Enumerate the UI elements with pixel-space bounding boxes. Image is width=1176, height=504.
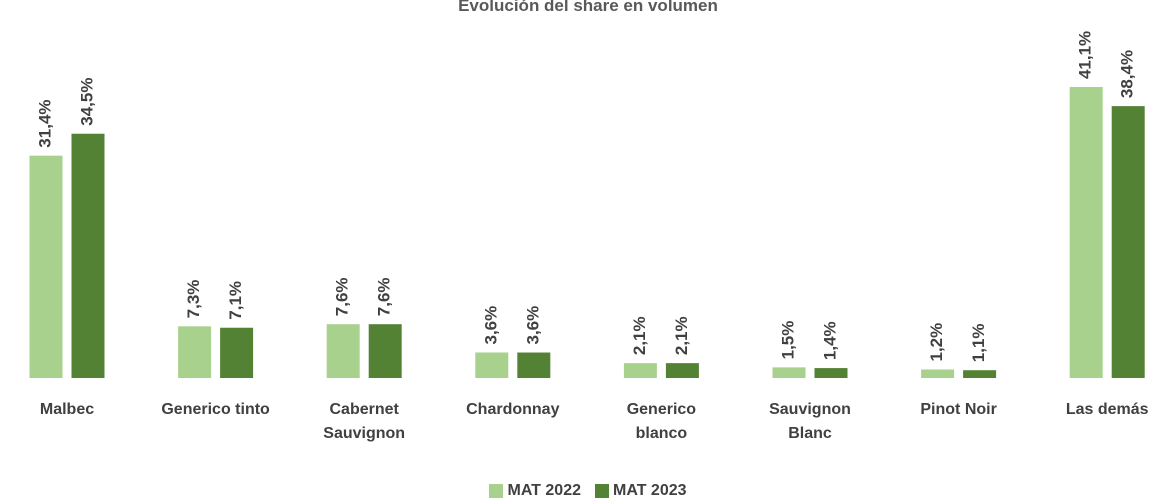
x-tick-label: Malbec: [39, 401, 95, 418]
legend-item: MAT 2022: [489, 482, 581, 500]
value-label: 7,6%: [333, 277, 352, 316]
bar: [368, 324, 402, 378]
value-label: 3,6%: [481, 306, 500, 345]
value-label: 1,1%: [969, 323, 988, 362]
bar: [29, 155, 63, 378]
value-label: 7,6%: [375, 277, 394, 316]
bar: [71, 133, 105, 378]
legend-swatch: [489, 484, 504, 498]
value-label: 2,1%: [630, 316, 649, 355]
bar: [921, 369, 955, 378]
x-tick-label: Cabernet Sauvignon: [323, 401, 406, 442]
x-tick-label: Generico tinto: [161, 401, 270, 418]
bar: [220, 327, 254, 378]
value-label: 3,6%: [523, 306, 542, 345]
value-label: 7,3%: [184, 280, 203, 319]
x-tick-label: Las demás: [1065, 401, 1149, 418]
bar: [772, 367, 806, 378]
value-label: 34,5%: [77, 78, 96, 126]
bar: [1069, 87, 1103, 379]
legend-label: MAT 2022: [507, 482, 581, 499]
bar: [517, 352, 551, 378]
value-label: 41,1%: [1076, 31, 1095, 79]
legend-label: MAT 2023: [613, 482, 687, 499]
value-label: 7,1%: [226, 281, 245, 320]
chart-title: Evolución del share en volumen: [458, 0, 718, 15]
value-label: 2,1%: [672, 316, 691, 355]
value-label: 1,5%: [778, 321, 797, 360]
value-label: 38,4%: [1118, 50, 1137, 98]
bar: [665, 363, 699, 378]
legend-swatch: [595, 484, 609, 498]
value-label: 1,2%: [927, 323, 946, 362]
bar: [326, 324, 360, 378]
legend: MAT 2022 MAT 2023: [0, 482, 1176, 500]
value-label: 1,4%: [820, 321, 839, 360]
bar: [178, 326, 212, 378]
value-label: 31,4%: [35, 99, 54, 147]
bar: [475, 352, 509, 378]
bar: [814, 368, 848, 378]
x-tick-label: Sauvignon Blanc: [769, 401, 851, 442]
x-tick-label: Generico blanco: [626, 401, 697, 442]
x-tick-label: Chardonnay: [466, 401, 560, 418]
x-tick-label: Pinot Noir: [920, 401, 997, 418]
legend-item: MAT 2023: [595, 482, 687, 500]
bar: [963, 370, 997, 378]
bar: [1111, 106, 1145, 379]
bar: [623, 363, 657, 378]
